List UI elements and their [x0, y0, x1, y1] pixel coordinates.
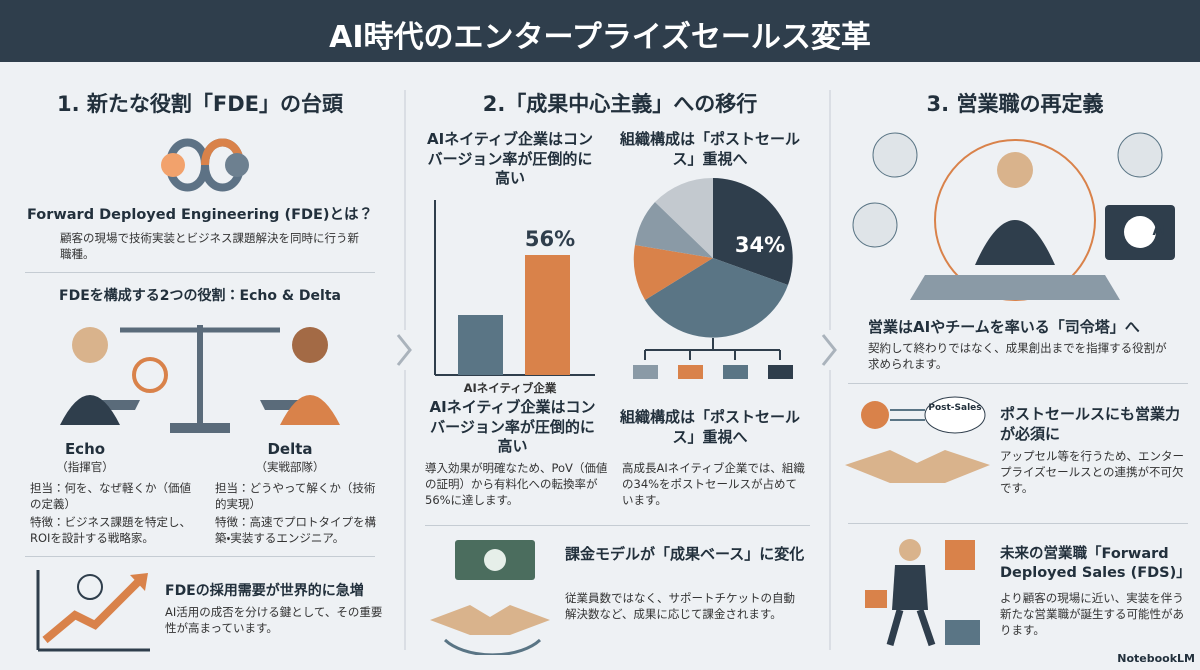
delta-name: Delta [267, 440, 313, 458]
balance-illustration [60, 325, 340, 433]
separator [821, 90, 837, 650]
delta-role: （実戦部隊） [255, 460, 325, 474]
bar-chart [434, 200, 595, 376]
growth-illustration [36, 570, 150, 652]
handshake-illustration [845, 396, 990, 483]
organization-title: 組織構成は「ポストセールス」重視へ [620, 408, 801, 446]
section-heading: 2.「成果中心主義」への移行 [482, 92, 758, 116]
infinity-icon [161, 138, 249, 192]
echo-role: （指揮官） [56, 460, 114, 474]
pricing-desc: 従業員数ではなく、サポートチケットの自動解決数など、成果に応じて課金されます。 [565, 591, 795, 622]
divider [25, 556, 375, 557]
echo-name: Echo [64, 440, 106, 458]
page-title: AI時代のエンタープライズセールス変革 [329, 20, 871, 55]
bar-axis-label: AIネイティブ企業 [463, 381, 557, 395]
roles-title: FDEを構成する2つの役割：Echo & Delta [59, 288, 341, 304]
fds-desc: より顧客の現場に近い、実装を伴う新たな営業職が誕生する可能性があります。 [1000, 591, 1184, 638]
fde-desc: 顧客の現場で技術実装とビジネス課題解決を同時に行う新職種。 [60, 231, 359, 262]
commander-desc: 契約して終わりではなく、成果創出までを指揮する役割が求められます。 [868, 341, 1167, 372]
divider [425, 525, 810, 526]
pie-value-label: 34% [734, 233, 786, 257]
fde-title: Forward Deployed Engineering (FDE)とは？ [26, 207, 374, 223]
separator [396, 90, 412, 650]
section-heading: 3. 営業職の再定義 [926, 92, 1104, 116]
post-sales-desc: アップセル等を行うため、エンタープライズセールスとの連携が不可欠です。 [1000, 449, 1184, 496]
brand: NotebookLM [1117, 652, 1195, 665]
divider [848, 383, 1188, 384]
growth-title: FDEの採用需要が世界的に急増 [165, 583, 364, 599]
bar-value-label: 56% [524, 227, 576, 251]
delta-duty: 担当：どうやって解くか（技術的実現） [215, 481, 376, 512]
delta-trait: 特徴：高速でプロトタイプを構築・実装するエンジニア。 [215, 515, 376, 546]
echo-trait: 特徴：ビジネス課題を特定し、ROIを設計する戦略家。 [30, 515, 191, 546]
ai-badge: AI [1152, 224, 1168, 239]
payment-illustration [430, 540, 550, 655]
pie-illustration [633, 177, 793, 379]
commander-illustration [852, 132, 1175, 301]
conversion-title: AIネイティブ企業はコンバージョン率が圧倒的に高い [429, 398, 596, 455]
conversion-desc: 導入効果が明確なため、PoV（価値の証明）から有料化への転換率が56%に達します… [425, 461, 608, 508]
commander-title: 営業はAIやチームを率いる「司令塔」へ [868, 318, 1140, 336]
organization-desc: 高成長AIネイティブ企業では、組織の34%をポストセールスが占めています。 [622, 461, 805, 508]
section-heading: 1. 新たな役割「FDE」の台頭 [56, 92, 344, 116]
post-sales-title: ポストセールスにも営業力が必須に [1000, 405, 1181, 443]
growth-desc: AI活用の成否を分ける鍵として、その重要性が高まっています。 [165, 605, 383, 636]
header-band [0, 0, 1200, 62]
echo-duty: 担当：何を、なぜ軽くか（価値の定義） [30, 481, 191, 512]
pricing-title: 課金モデルが「成果ベース」に変化 [565, 545, 805, 563]
pie-title: 組織構成は「ポストセールス」重視へ [620, 130, 801, 168]
divider [848, 523, 1188, 524]
divider [25, 272, 375, 273]
post-sales-badge: Post-Sales [928, 403, 982, 413]
bar-title: AIネイティブ企業はコンバージョン率が圧倒的に高い [427, 130, 593, 187]
fds-illustration [865, 539, 980, 647]
fds-title: 未来の営業職「Forward Deployed Sales (FDS)」 [1000, 546, 1191, 581]
